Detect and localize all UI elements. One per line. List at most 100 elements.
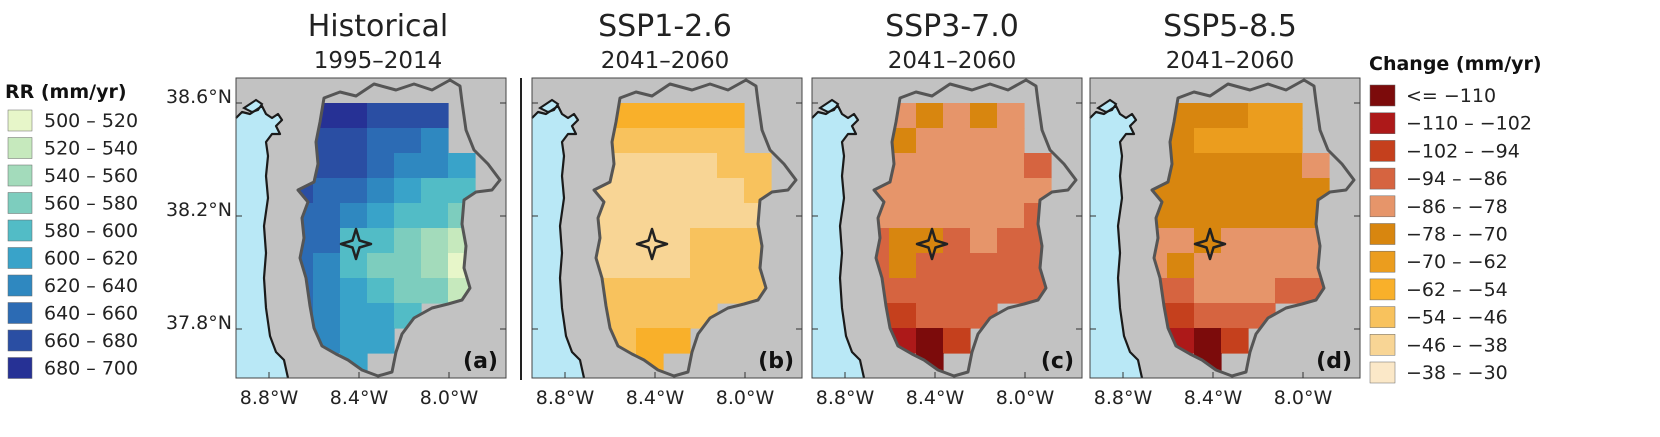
rr-legend-label: 500 – 520 <box>44 110 138 132</box>
lon-tick-label: 8.0°W <box>716 387 775 409</box>
grid-cell <box>367 153 395 179</box>
change-legend-swatch <box>1369 167 1396 190</box>
grid-cell <box>394 153 422 179</box>
grid-cell <box>916 303 944 329</box>
grid-cell <box>690 128 718 154</box>
grid-cell <box>636 253 664 279</box>
grid-cell <box>1167 178 1195 204</box>
grid-cell <box>421 278 449 304</box>
grid-cell <box>997 153 1025 179</box>
change-legend-swatch <box>1369 334 1396 356</box>
grid-cell <box>970 103 998 129</box>
lon-tick-label: 8.4°W <box>330 387 389 409</box>
panel-frame <box>531 77 803 379</box>
rr-legend-label: 640 – 660 <box>44 303 138 325</box>
change-legend-swatch <box>1369 84 1396 107</box>
grid-cell <box>690 103 718 129</box>
rr-legend-swatch <box>7 219 33 242</box>
grid-cell <box>997 103 1025 129</box>
basin-outline <box>592 78 798 378</box>
grid-cell <box>717 228 745 254</box>
grid-cell <box>609 303 637 329</box>
grid-cell <box>916 178 944 204</box>
lon-tick-label: 8.0°W <box>996 387 1055 409</box>
grid-cell <box>421 228 449 254</box>
grid-cell <box>1248 178 1276 204</box>
grid-cell <box>1194 303 1222 329</box>
grid-cell <box>636 128 664 154</box>
grid-cell <box>1167 303 1195 329</box>
grid-cell <box>663 128 691 154</box>
grid-cell <box>448 153 476 179</box>
change-legend-label: −70 – −62 <box>1406 251 1508 273</box>
rr-legend-label: 540 – 560 <box>44 165 138 187</box>
change-legend-title: Change (mm/yr) <box>1369 53 1542 75</box>
grid-cell <box>943 228 971 254</box>
grid-cell <box>636 153 664 179</box>
grid-cell <box>609 253 637 279</box>
grid-cell <box>717 153 745 179</box>
grid-cell <box>663 278 691 304</box>
grid-cell <box>997 178 1025 204</box>
grid-cell <box>889 178 917 204</box>
change-legend-swatch <box>1369 306 1396 328</box>
grid-cell <box>663 153 691 179</box>
grid-cell <box>690 153 718 179</box>
grid-cell <box>340 103 368 129</box>
panel-label: (d) <box>1316 349 1352 374</box>
change-legend-swatch <box>1369 223 1396 245</box>
grid-cell <box>970 178 998 204</box>
location-marker-icon <box>1193 227 1227 261</box>
grid-cell <box>943 278 971 304</box>
rr-legend-label: 520 – 540 <box>44 138 138 160</box>
rr-legend-swatch <box>7 274 33 297</box>
lon-tick-label: 8.8°W <box>816 387 875 409</box>
panel-label: (b) <box>758 349 794 374</box>
grid-cell <box>313 303 341 329</box>
grid-cell <box>609 228 637 254</box>
grid-cell <box>1167 203 1195 229</box>
grid-cell <box>889 203 917 229</box>
rr-legend-label: 560 – 580 <box>44 193 138 215</box>
grid-cell <box>1275 103 1303 129</box>
panel-frame <box>811 77 1083 379</box>
panel-historical: Historical 1995–2014 8.8°W 8.4°W 8.0°W (a) <box>235 9 507 409</box>
grid-cell <box>970 228 998 254</box>
rr-legend-label: 660 – 680 <box>44 330 138 352</box>
lon-tick-label: 8.8°W <box>536 387 595 409</box>
grid-cell <box>889 303 917 329</box>
grid-cell <box>943 303 971 329</box>
location-marker-icon <box>339 227 373 261</box>
basin-outline <box>296 78 502 378</box>
grid-cell <box>1275 203 1303 229</box>
grid-cell <box>367 253 395 279</box>
location-marker-icon <box>915 227 949 261</box>
change-legend-label: −62 – −54 <box>1406 279 1508 301</box>
grid-cell <box>340 278 368 304</box>
grid-cell <box>394 128 422 154</box>
grid-cell <box>1194 253 1222 279</box>
grid-cell <box>943 153 971 179</box>
grid-cell <box>1275 178 1303 204</box>
change-legend-swatch <box>1369 278 1396 301</box>
grid-cell <box>1167 278 1195 304</box>
grid-cell <box>970 203 998 229</box>
grid-cell <box>997 228 1025 254</box>
grid-cell <box>367 203 395 229</box>
grid-cell <box>916 128 944 154</box>
grid-cell <box>663 303 691 329</box>
panel-label: (c) <box>1041 349 1074 374</box>
grid-cell <box>916 203 944 229</box>
change-legend-swatch <box>1369 250 1396 273</box>
rr-legend-swatch <box>7 247 33 269</box>
grid-cell <box>997 278 1025 304</box>
grid-cell <box>690 228 718 254</box>
change-legend-label: −86 – −78 <box>1406 196 1508 218</box>
grid-cell <box>943 328 971 354</box>
grid-cell <box>340 253 368 279</box>
rr-legend-label: 680 – 700 <box>44 358 138 380</box>
lon-tick-label: 8.8°W <box>1094 387 1153 409</box>
grid-cell <box>997 128 1025 154</box>
latitude-axis: 38.6°N 38.2°N 37.8°N <box>166 86 232 334</box>
